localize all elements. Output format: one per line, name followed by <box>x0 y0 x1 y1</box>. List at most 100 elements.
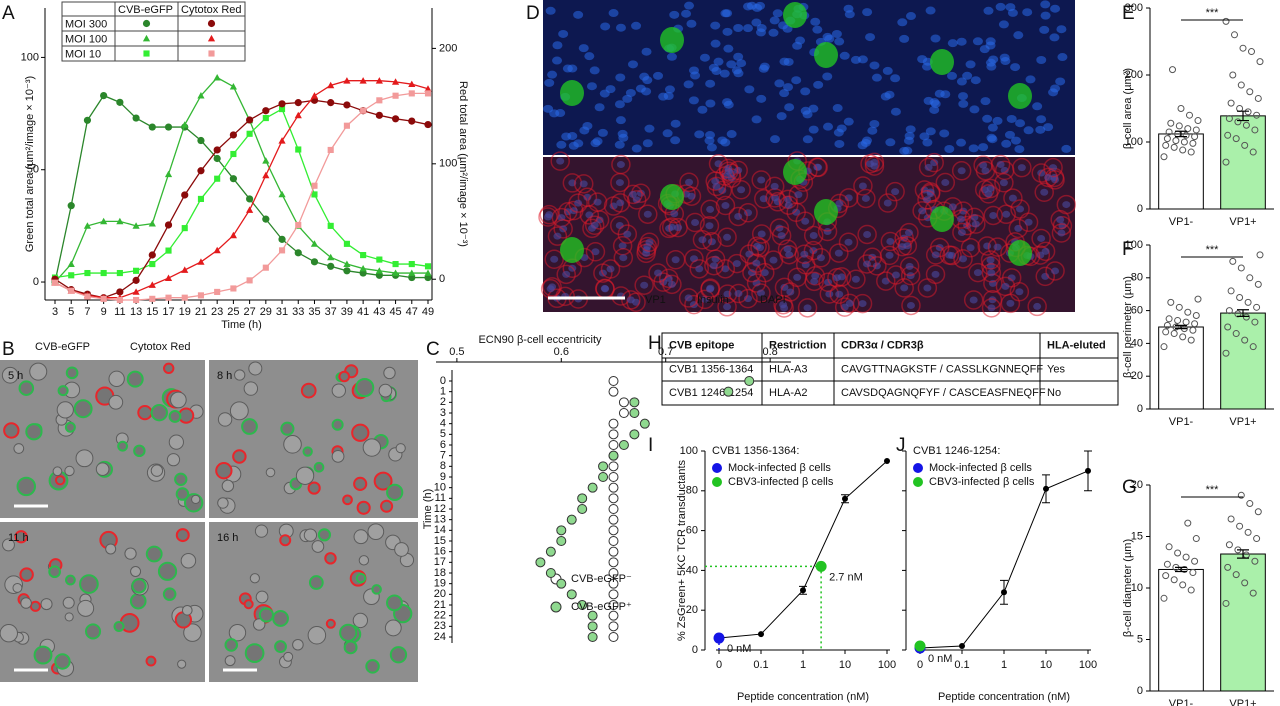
dot <box>608 546 619 557</box>
nucleus <box>688 66 699 75</box>
nucleus <box>866 160 875 168</box>
y-tick-label: 20 <box>1131 479 1143 491</box>
nucleus <box>654 269 663 277</box>
nucleus <box>919 132 930 141</box>
nucleus <box>556 140 567 149</box>
dot <box>545 546 556 557</box>
nucleus <box>811 272 820 280</box>
cell <box>133 444 146 458</box>
marker <box>294 111 302 119</box>
marker <box>149 261 156 268</box>
cell <box>0 624 18 643</box>
nucleus <box>711 66 722 75</box>
cell <box>215 462 233 480</box>
frame-label: 5 h <box>8 370 23 382</box>
nucleus <box>809 231 818 239</box>
x-tick-label: 19 <box>179 306 191 318</box>
frame-label: 8 h <box>217 370 232 382</box>
marker <box>214 288 221 295</box>
nucleus <box>808 104 819 113</box>
series-line <box>919 470 1089 649</box>
cell <box>65 366 79 380</box>
y-tick-label: 0 <box>692 644 698 656</box>
marker <box>132 222 140 229</box>
dot <box>587 610 598 621</box>
cell <box>295 466 315 485</box>
panel-label: B <box>2 339 15 360</box>
marker <box>310 240 319 247</box>
x-tick-label: VP1- <box>1169 698 1194 706</box>
data-point <box>1179 146 1187 154</box>
insulin-cell <box>920 183 941 204</box>
table-header: CVB epitope <box>669 339 734 351</box>
marker <box>278 190 286 198</box>
cell <box>168 434 184 450</box>
data-point <box>1251 557 1259 565</box>
nucleus <box>614 100 625 109</box>
cell <box>77 599 95 617</box>
cell <box>64 612 74 622</box>
data-point <box>1237 81 1245 89</box>
marker <box>164 170 173 178</box>
cell <box>145 545 163 563</box>
x-tick-label: 15 <box>146 306 158 318</box>
marker <box>376 256 383 263</box>
nucleus <box>589 66 600 75</box>
insulin-cell <box>990 154 1011 175</box>
data-point <box>1162 141 1170 149</box>
nucleus <box>733 52 744 61</box>
data-point <box>1191 320 1199 328</box>
nucleus <box>1015 288 1024 296</box>
panel-label: H <box>648 333 662 354</box>
insulin-cell <box>935 172 956 193</box>
x-tick-label: 49 <box>422 306 434 318</box>
legend-header: Cytotox Red <box>181 4 242 16</box>
legend-header: CVB-eGFP <box>118 4 173 16</box>
marker <box>181 294 188 301</box>
data-point <box>1232 135 1240 143</box>
nucleus <box>699 53 710 62</box>
data-point <box>1246 500 1254 508</box>
insulin-cell <box>939 245 960 265</box>
y-tick-label: 20 <box>1131 370 1143 382</box>
y-tick-label: 14 <box>434 524 446 536</box>
nucleus <box>1051 267 1060 275</box>
nucleus <box>697 105 708 114</box>
insulin-cell <box>610 193 631 213</box>
nucleus <box>723 303 732 311</box>
nucleus <box>1024 218 1033 226</box>
insulin-cell <box>544 249 564 269</box>
nucleus <box>747 269 756 277</box>
insulin-cell <box>960 237 981 258</box>
data-point <box>1192 126 1200 134</box>
nucleus <box>1010 63 1021 72</box>
dot <box>608 493 619 504</box>
data-point <box>1253 111 1261 119</box>
error-bar <box>1237 309 1249 317</box>
marker <box>327 99 335 107</box>
nucleus <box>644 124 655 133</box>
dot <box>566 514 577 525</box>
nucleus <box>552 56 563 65</box>
nucleus <box>734 212 743 220</box>
cell <box>300 382 317 399</box>
nucleus <box>897 18 908 27</box>
cell <box>383 366 396 380</box>
nucleus <box>957 167 966 175</box>
nucleus <box>1049 33 1060 42</box>
nucleus <box>1001 282 1010 290</box>
nucleus <box>1010 136 1021 145</box>
data-point <box>1187 148 1195 156</box>
marker <box>133 267 140 274</box>
cell <box>64 465 75 477</box>
nucleus <box>886 237 895 245</box>
insulin-cell <box>719 161 739 181</box>
data-point <box>1236 522 1244 530</box>
data-point <box>1192 535 1200 543</box>
dot <box>535 557 546 568</box>
marker <box>67 260 75 267</box>
marker <box>343 240 350 247</box>
marker <box>327 81 335 89</box>
nucleus <box>722 9 733 18</box>
marker <box>116 269 123 277</box>
